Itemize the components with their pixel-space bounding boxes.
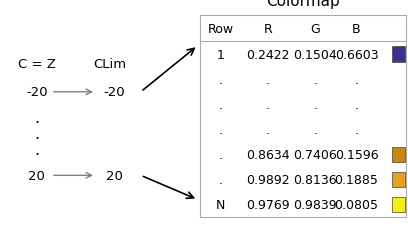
Text: 0.8634: 0.8634 xyxy=(246,148,290,161)
Text: 0.9892: 0.9892 xyxy=(246,173,290,186)
Text: 0.1885: 0.1885 xyxy=(335,173,379,186)
Text: B: B xyxy=(352,23,361,36)
Text: CLim: CLim xyxy=(93,58,127,71)
Text: 0.6603: 0.6603 xyxy=(335,48,378,61)
Text: 0.2422: 0.2422 xyxy=(246,48,290,61)
Text: 0.9839: 0.9839 xyxy=(293,198,337,211)
Text: .: . xyxy=(266,73,270,86)
Text: 1: 1 xyxy=(217,48,224,61)
Text: R: R xyxy=(264,23,272,36)
Text: .: . xyxy=(219,73,222,86)
Text: 0.8136: 0.8136 xyxy=(293,173,337,186)
Text: .: . xyxy=(34,143,39,158)
Text: 0.0805: 0.0805 xyxy=(335,198,379,211)
Text: .: . xyxy=(313,123,317,136)
Text: C = Z: C = Z xyxy=(18,58,55,71)
Text: -20: -20 xyxy=(103,86,125,99)
Text: .: . xyxy=(355,73,359,86)
Text: 0.1596: 0.1596 xyxy=(335,148,378,161)
Text: .: . xyxy=(219,148,222,161)
Text: 0.1504: 0.1504 xyxy=(293,48,337,61)
Text: .: . xyxy=(219,173,222,186)
Text: .: . xyxy=(355,123,359,136)
Text: .: . xyxy=(355,98,359,111)
Text: G: G xyxy=(310,23,320,36)
Bar xyxy=(392,197,405,212)
Text: .: . xyxy=(313,73,317,86)
Text: .: . xyxy=(219,98,222,111)
Text: 20: 20 xyxy=(106,169,123,182)
Bar xyxy=(392,147,405,162)
Text: .: . xyxy=(34,127,39,141)
Bar xyxy=(392,172,405,187)
Text: .: . xyxy=(219,123,222,136)
Text: N: N xyxy=(216,198,225,211)
Text: 0.9769: 0.9769 xyxy=(246,198,290,211)
Text: Colormap: Colormap xyxy=(266,0,340,9)
Text: 20: 20 xyxy=(28,169,45,182)
Bar xyxy=(392,47,405,63)
Text: .: . xyxy=(266,98,270,111)
Text: Row: Row xyxy=(207,23,234,36)
Text: -20: -20 xyxy=(26,86,48,99)
Text: .: . xyxy=(266,123,270,136)
Text: 0.7406: 0.7406 xyxy=(293,148,337,161)
Bar xyxy=(200,16,406,217)
Text: .: . xyxy=(34,110,39,125)
Text: .: . xyxy=(313,98,317,111)
